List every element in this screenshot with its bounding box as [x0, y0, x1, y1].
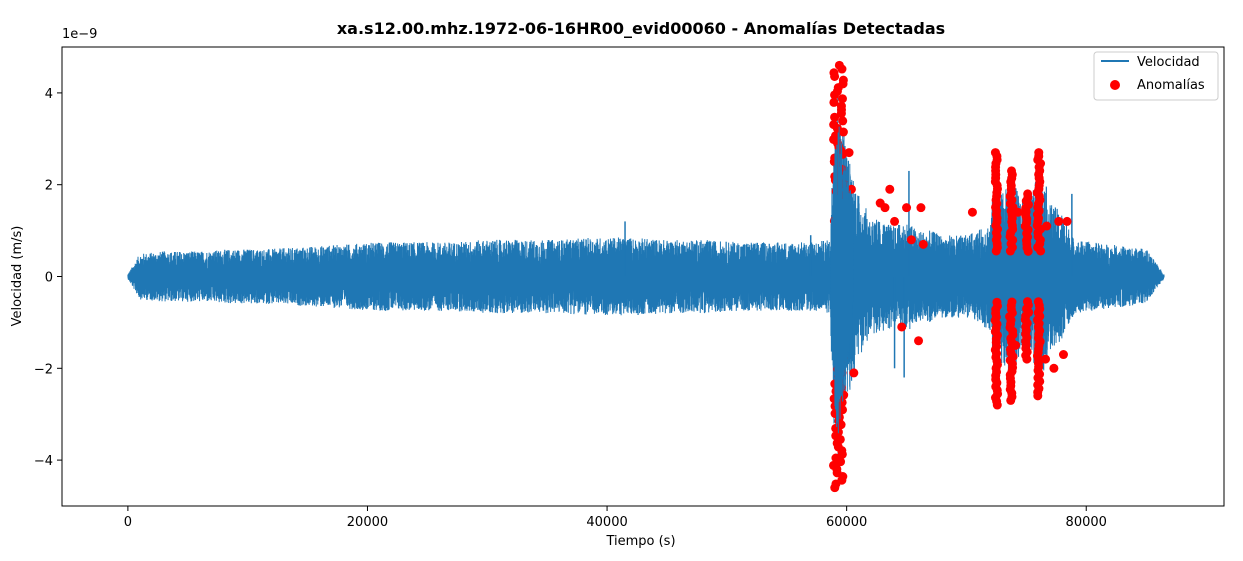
x-axis-label: Tiempo (s): [605, 534, 675, 549]
legend-label-anomalias: Anomalías: [1137, 78, 1205, 93]
y-tick-label: −4: [34, 454, 53, 469]
anomaly-point: [1036, 246, 1046, 256]
x-tick-label: 0: [124, 515, 132, 530]
x-tick-label: 80000: [1066, 515, 1107, 530]
anomaly-point: [837, 64, 847, 74]
anomaly-point: [1062, 216, 1072, 226]
y-tick-label: 2: [45, 179, 53, 194]
anomaly-point: [1011, 340, 1021, 350]
chart-title: xa.s12.00.mhz.1972-06-16HR00_evid00060 -…: [337, 19, 945, 38]
anomaly-point: [880, 203, 890, 213]
y-tick-label: 0: [45, 271, 53, 286]
plot-area: [127, 60, 1165, 493]
legend: Velocidad Anomalías: [1093, 51, 1219, 101]
y-tick-label: −2: [34, 362, 53, 377]
anomaly-point: [1007, 297, 1017, 307]
anomaly-series: [829, 60, 1072, 493]
anomaly-point: [829, 460, 839, 470]
anomaly-point: [830, 90, 840, 100]
y-axis-label: Velocidad (m/s): [10, 226, 25, 327]
y-offset-text: 1e−9: [62, 27, 97, 42]
anomaly-point: [1023, 246, 1033, 256]
anomaly-point: [844, 148, 854, 158]
x-tick-label: 60000: [826, 515, 867, 530]
anomaly-point: [918, 239, 928, 249]
legend-scatter-swatch: [1110, 80, 1120, 90]
y-axis: −4 −2 0 2 4: [34, 87, 62, 469]
anomaly-point: [838, 116, 848, 126]
anomaly-point: [1005, 246, 1015, 256]
anomaly-point: [906, 235, 916, 245]
legend-label-velocidad: Velocidad: [1137, 55, 1200, 70]
legend-box: [1093, 51, 1219, 101]
anomaly-point: [836, 109, 846, 119]
anomaly-point: [1033, 297, 1043, 307]
anomaly-point: [1041, 354, 1051, 364]
anomaly-point: [992, 297, 1002, 307]
anomaly-point: [916, 203, 926, 213]
anomaly-point: [1022, 297, 1032, 307]
x-axis: 0 20000 40000 60000 80000: [124, 506, 1107, 530]
anomaly-point: [1054, 216, 1064, 226]
anomaly-point: [849, 368, 859, 378]
anomaly-point: [897, 322, 907, 332]
anomaly-point: [1049, 363, 1059, 373]
anomaly-point: [830, 112, 840, 122]
y-tick-label: 4: [45, 87, 53, 102]
anomaly-point: [837, 94, 847, 104]
anomaly-point: [991, 246, 1001, 256]
anomaly-point: [838, 127, 848, 137]
anomaly-point: [1058, 350, 1068, 360]
velocity-line: [127, 90, 1165, 473]
anomaly-point: [885, 184, 895, 194]
velocity-series: [127, 90, 1165, 473]
anomaly-point: [902, 203, 912, 213]
anomaly-point: [914, 336, 924, 346]
anomaly-point: [1013, 207, 1023, 217]
anomaly-point: [846, 184, 856, 194]
anomaly-point: [890, 216, 900, 226]
anomaly-point: [829, 97, 839, 107]
velocity-line-core: [830, 126, 854, 434]
anomaly-point: [967, 207, 977, 217]
anomaly-point: [1042, 221, 1052, 231]
x-tick-label: 40000: [586, 515, 627, 530]
x-tick-label: 20000: [347, 515, 388, 530]
anomaly-point: [830, 71, 840, 81]
